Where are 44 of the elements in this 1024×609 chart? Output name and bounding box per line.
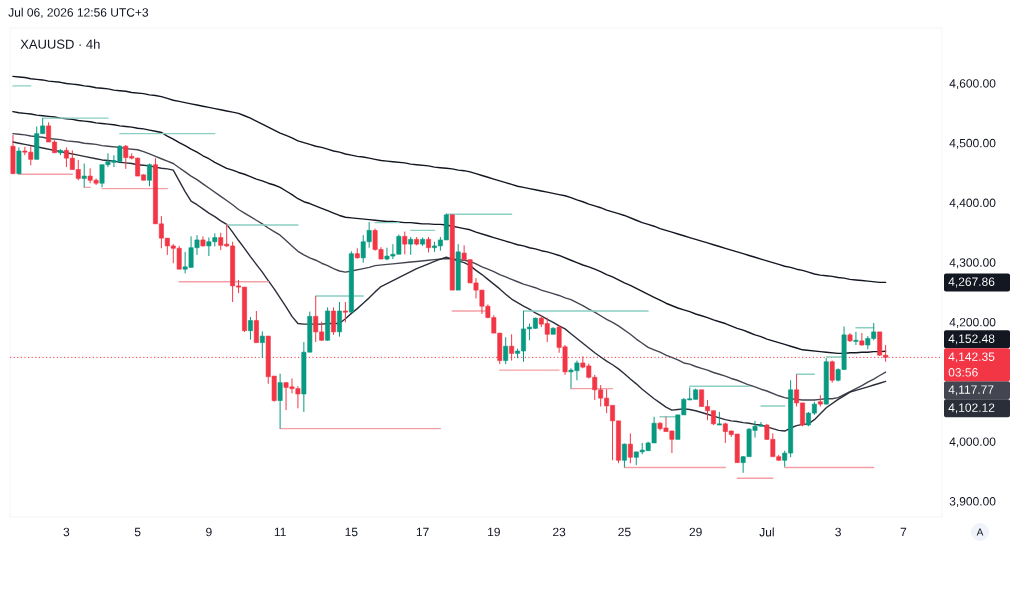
candlestick: [853, 331, 859, 346]
y-tick-label: 4,500.00: [949, 138, 996, 149]
candlestick: [253, 310, 259, 344]
x-tick-label: 17: [416, 527, 429, 537]
x-tick-label: 7: [900, 527, 907, 537]
candlestick: [259, 330, 265, 359]
x-tick-label: 23: [553, 527, 566, 537]
x-tick-label: 29: [689, 527, 702, 537]
ref-line-label: 4,142.35: [948, 352, 995, 363]
candlestick: [16, 146, 22, 175]
text: 03:56: [948, 368, 978, 377]
x-tick-label: 3: [835, 527, 841, 537]
x-tick-label: 25: [618, 527, 631, 537]
text: 4,102.12: [948, 403, 995, 414]
candlestick: [277, 373, 283, 430]
x-tick-label: 5: [134, 527, 141, 537]
y-tick-label: 3,900.00: [949, 497, 996, 508]
x-tick-label: Jul: [759, 527, 774, 537]
text: XAUUSD · 4h: [20, 39, 100, 49]
candlestick: [342, 301, 348, 323]
x-tick-label: 19: [488, 527, 500, 537]
x-tick-label: 9: [206, 527, 212, 537]
y-tick-label: 4,600.00: [949, 79, 996, 90]
text: 4,267.86: [948, 277, 995, 288]
x-tick-label: 11: [274, 527, 286, 537]
text: Jul 06, 2026 12:56 UTC+3: [8, 7, 149, 19]
x-tick-label: 15: [345, 527, 358, 537]
candlestick: [621, 443, 627, 468]
text: 4,152.48: [948, 334, 995, 345]
text: A: [976, 528, 984, 536]
y-tick-label: 4,300.00: [949, 258, 996, 269]
candlestick: [402, 231, 408, 255]
candlestick: [331, 306, 336, 336]
y-tick-label: 4,000.00: [949, 437, 996, 448]
text: 4,117.77: [948, 385, 994, 396]
candlestick: [81, 163, 87, 188]
y-tick-label: 4,400.00: [949, 198, 996, 209]
candlestick: [627, 432, 633, 464]
candlestick: [247, 316, 253, 341]
candlestick: [337, 301, 342, 338]
y-tick-label: 4,200.00: [949, 317, 996, 328]
candlestick: [503, 336, 509, 365]
candlestick: [859, 332, 865, 347]
x-tick-label: 3: [63, 527, 70, 537]
